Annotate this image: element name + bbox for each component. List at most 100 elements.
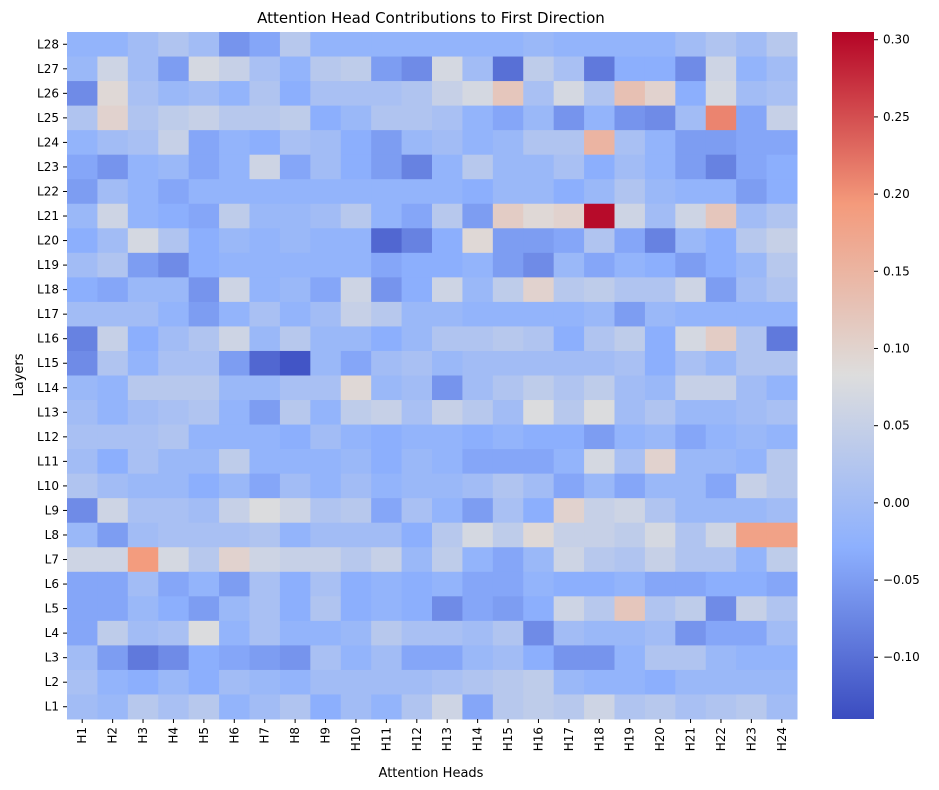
heatmap-cell (432, 32, 463, 58)
heatmap-cell (249, 400, 281, 426)
heatmap-cell (432, 424, 463, 450)
heatmap-cell (644, 498, 676, 524)
heatmap-cell (523, 645, 555, 671)
y-tick-label: L3 (45, 651, 59, 665)
heatmap-cell (584, 571, 615, 597)
heatmap-cell (97, 375, 129, 401)
heatmap-cell (127, 375, 159, 401)
heatmap-cell (492, 277, 524, 303)
heatmap-cell (705, 400, 737, 426)
heatmap-cell (158, 203, 190, 229)
heatmap-cell (432, 400, 463, 426)
heatmap-cell (97, 400, 129, 426)
heatmap-cell (127, 228, 159, 254)
heatmap-cell (584, 669, 615, 695)
x-tick-label: H14 (471, 727, 485, 751)
heatmap-cell (675, 179, 707, 205)
heatmap-cell (279, 277, 311, 303)
heatmap-cell (188, 596, 220, 622)
heatmap-cell (614, 301, 646, 327)
heatmap-cell (553, 277, 585, 303)
heatmap-cell (614, 277, 646, 303)
heatmap-cell (432, 645, 463, 671)
heatmap-cell (401, 203, 433, 229)
heatmap-cell (340, 645, 372, 671)
heatmap-cell (310, 32, 342, 58)
heatmap-cell (219, 424, 250, 450)
heatmap-cell (188, 203, 220, 229)
heatmap-cell (553, 375, 585, 401)
heatmap-cell (127, 522, 159, 548)
heatmap-cell (340, 596, 372, 622)
x-tick-label: H22 (714, 727, 728, 751)
heatmap-cell (766, 522, 798, 548)
y-tick-label: L21 (37, 209, 59, 223)
heatmap-cell (584, 400, 615, 426)
heatmap-cell (188, 449, 220, 475)
heatmap-cell (644, 645, 676, 671)
heatmap-cell (614, 81, 646, 107)
heatmap-cell (188, 669, 220, 695)
heatmap-cell (644, 32, 676, 58)
heatmap-cell (705, 326, 737, 352)
heatmap-cell (219, 350, 250, 376)
heatmap-cell (553, 498, 585, 524)
heatmap-cell (675, 105, 707, 131)
heatmap-cell (401, 571, 433, 597)
heatmap-cell (310, 203, 342, 229)
heatmap-cell (97, 449, 129, 475)
heatmap-cell (432, 375, 463, 401)
heatmap-cell (432, 105, 463, 131)
heatmap-cell (340, 203, 372, 229)
heatmap-cell (188, 350, 220, 376)
heatmap-cell (492, 228, 524, 254)
heatmap-cell (766, 449, 798, 475)
heatmap-cell (371, 571, 403, 597)
heatmap-cell (340, 277, 372, 303)
heatmap-cell (340, 228, 372, 254)
heatmap-cell (675, 669, 707, 695)
heatmap-cell (553, 203, 585, 229)
heatmap-cell (736, 277, 768, 303)
heatmap-cell (462, 547, 494, 573)
heatmap-cell (219, 81, 250, 107)
heatmap-cell (97, 645, 129, 671)
heatmap-cell (97, 547, 129, 573)
heatmap-cell (279, 424, 311, 450)
heatmap-cell (766, 645, 798, 671)
heatmap-cell (340, 694, 372, 720)
colorbar-tick-label: −0.10 (883, 650, 920, 664)
heatmap-cell (736, 400, 768, 426)
heatmap-cell (675, 375, 707, 401)
heatmap-cell (340, 424, 372, 450)
colorbar-tick-label: 0.30 (883, 33, 910, 47)
heatmap-cell (67, 571, 98, 597)
heatmap-cell (705, 179, 737, 205)
heatmap-cell (401, 645, 433, 671)
heatmap-cell (97, 473, 129, 499)
heatmap-cell (188, 694, 220, 720)
heatmap-cell (279, 645, 311, 671)
heatmap-cell (279, 547, 311, 573)
y-tick-label: L2 (45, 675, 59, 689)
heatmap-cell (371, 620, 403, 646)
heatmap-cell (736, 203, 768, 229)
heatmap-cell (310, 424, 342, 450)
heatmap-cell (310, 571, 342, 597)
heatmap-cell (766, 669, 798, 695)
heatmap-cell (371, 547, 403, 573)
heatmap-cell (310, 154, 342, 180)
heatmap-cell (188, 154, 220, 180)
heatmap-cell (523, 350, 555, 376)
heatmap-cell (310, 81, 342, 107)
heatmap-cell (158, 449, 190, 475)
heatmap-cell (249, 179, 281, 205)
heatmap-cell (523, 203, 555, 229)
heatmap-cell (766, 424, 798, 450)
heatmap-cell (279, 32, 311, 58)
heatmap-cell (644, 56, 676, 82)
heatmap-cell (462, 326, 494, 352)
heatmap-cell (553, 400, 585, 426)
heatmap-cell (219, 32, 250, 58)
heatmap-cell (340, 130, 372, 156)
